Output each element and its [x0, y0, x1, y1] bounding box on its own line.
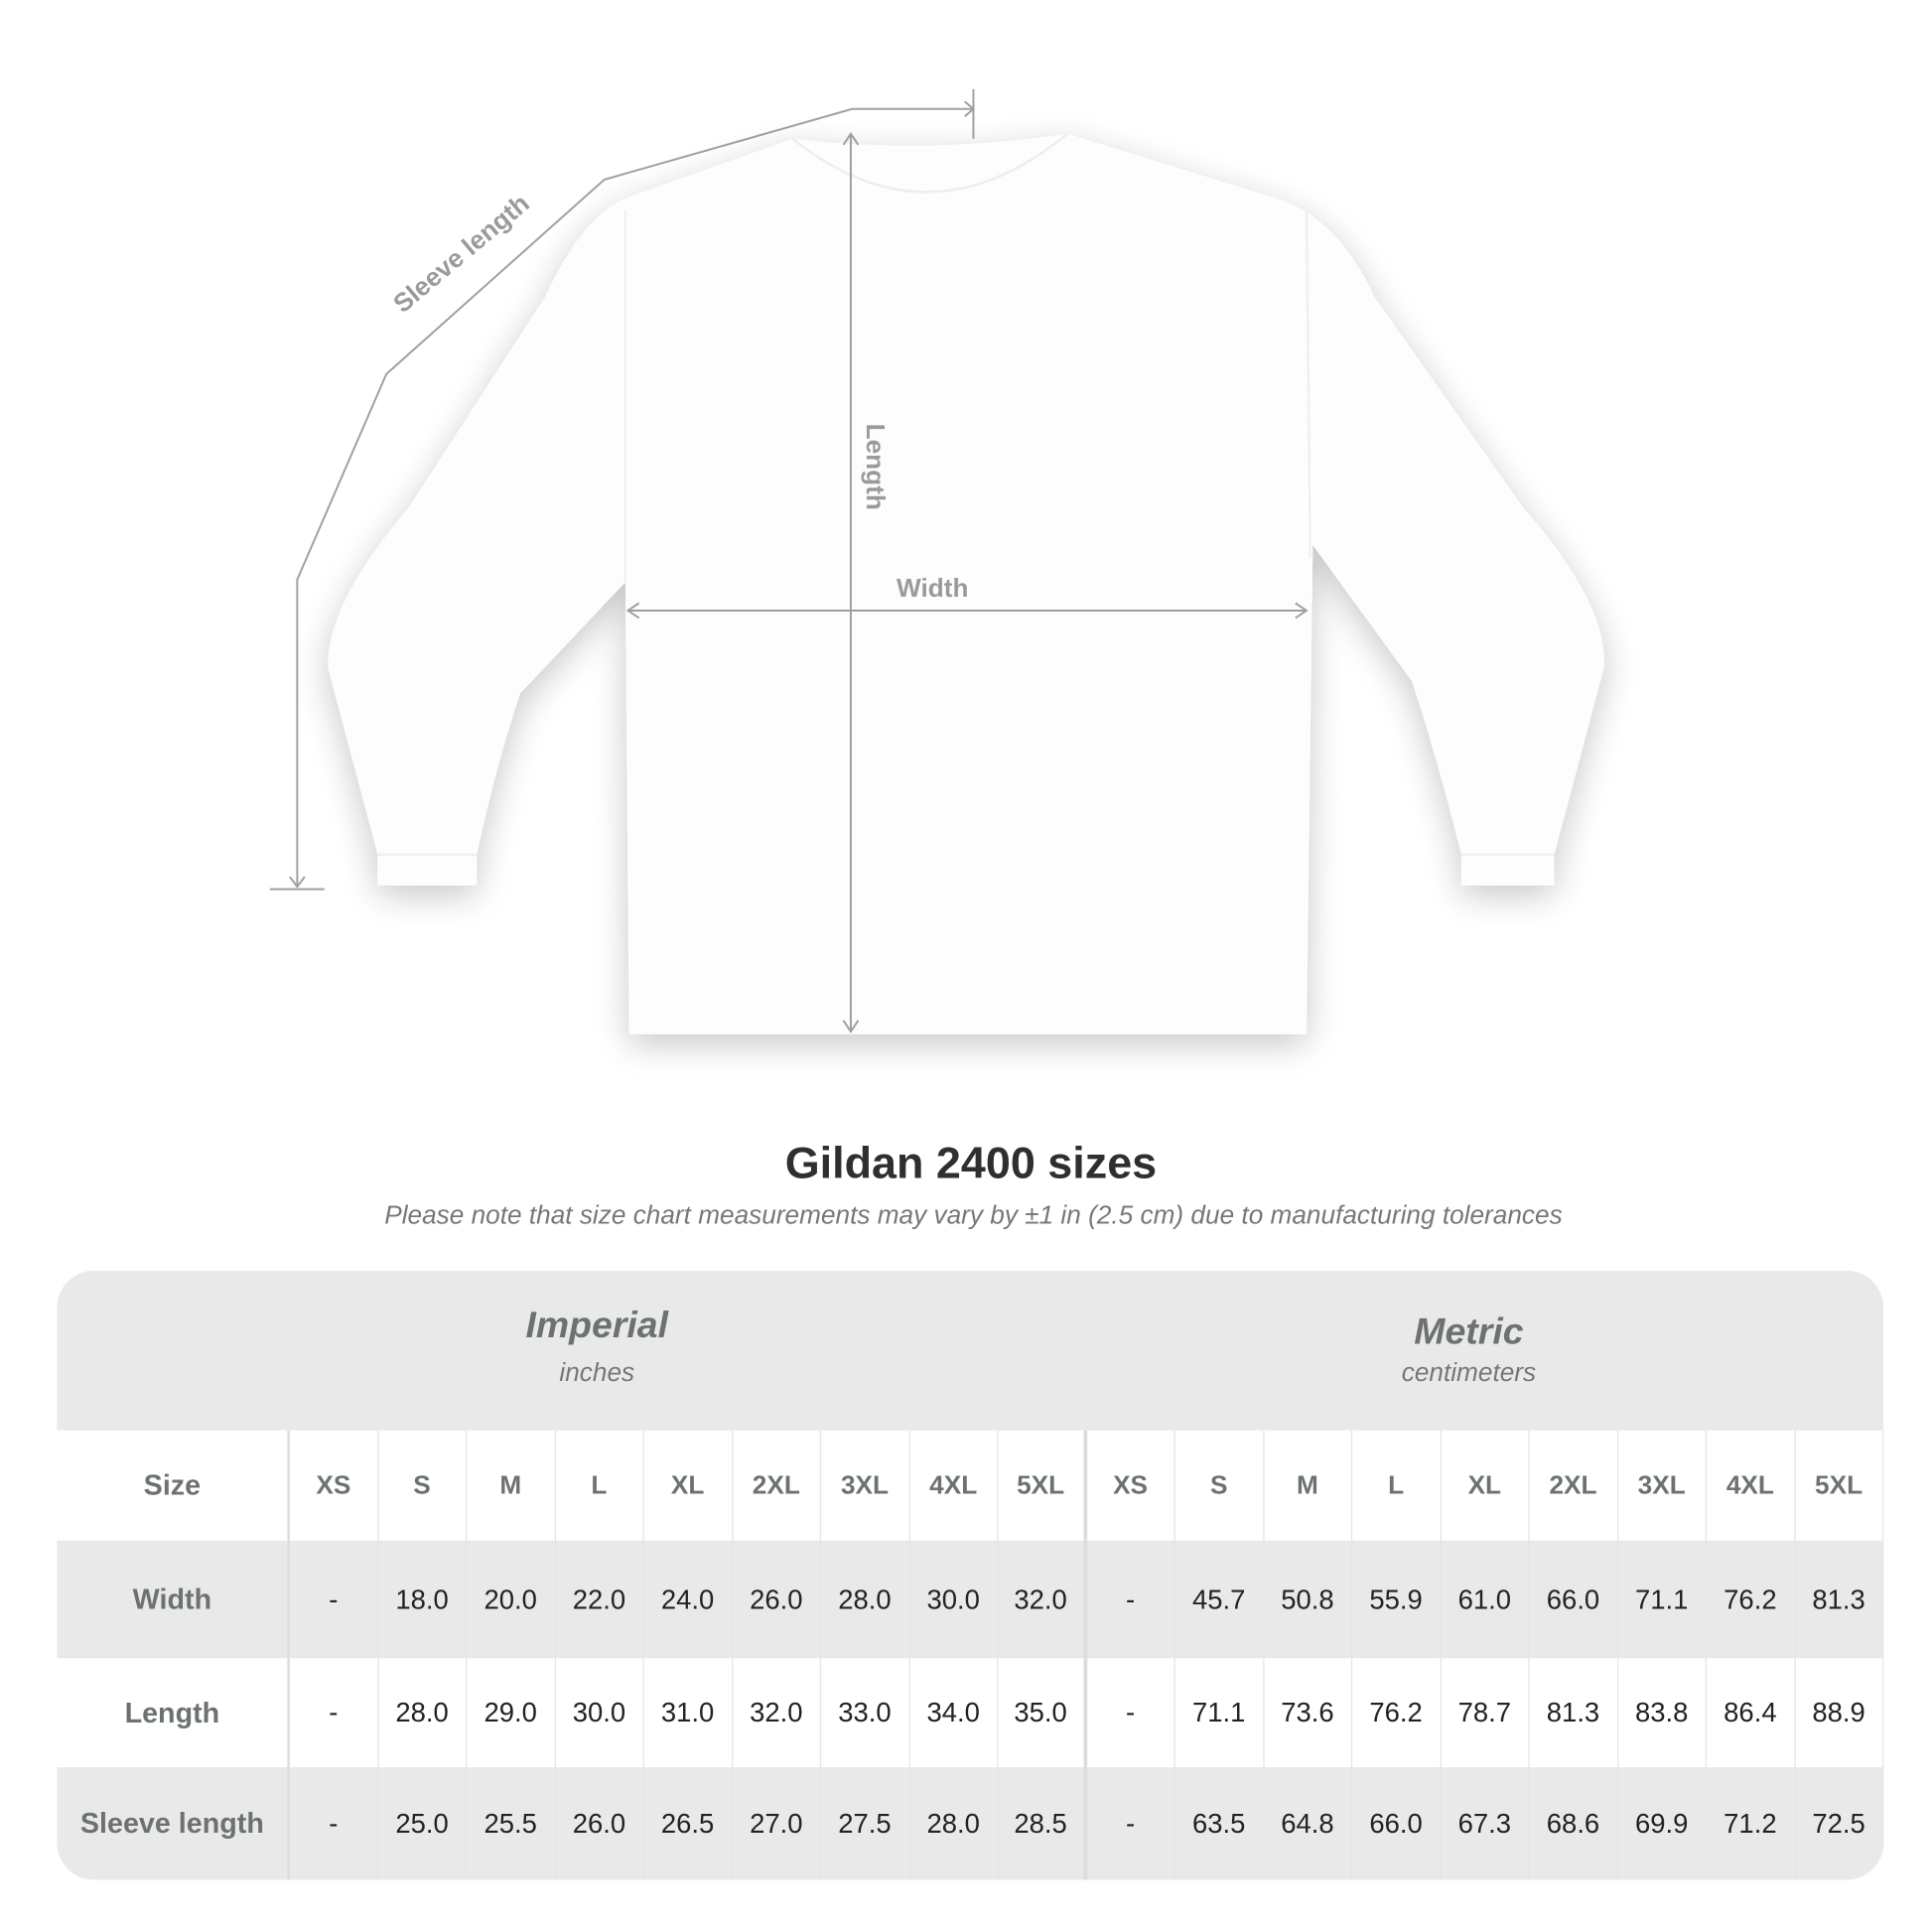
size-header-cell: L [555, 1430, 644, 1541]
size-header-cell: 5XL [1795, 1430, 1884, 1541]
table-cell: 73.6 [1264, 1658, 1353, 1768]
table-cell: - [290, 1658, 379, 1768]
row-label: Sleeve length [57, 1767, 290, 1880]
row-label: Width [57, 1540, 290, 1659]
table-cell: 71.2 [1707, 1767, 1796, 1880]
size-table: Imperial inches Metric centimeters Size … [57, 1270, 1884, 1880]
table-cell: - [1087, 1767, 1175, 1880]
table-cell: 28.0 [378, 1658, 468, 1768]
table-cell: 45.7 [1175, 1540, 1264, 1659]
metric-unit: centimeters [1401, 1358, 1537, 1388]
table-cell: 71.1 [1618, 1540, 1707, 1659]
table-cell: 78.7 [1441, 1658, 1530, 1768]
table-cell: 88.9 [1795, 1658, 1884, 1768]
table-cell: 69.9 [1618, 1767, 1707, 1880]
table-cell: 31.0 [644, 1658, 733, 1768]
table-cell: 26.5 [644, 1767, 733, 1880]
measurement-lines [269, 88, 1309, 1034]
table-cell: 81.3 [1795, 1540, 1884, 1659]
table-cell: 63.5 [1175, 1767, 1264, 1880]
size-header-cell: 3XL [821, 1430, 910, 1541]
table-cell: 86.4 [1707, 1658, 1796, 1768]
size-row: Size XS S M L XL 2XL 3XL 4XL 5XL XS S M L XL 2XL 3XL 4XL… [57, 1430, 1884, 1541]
table-cell: 32.0 [733, 1658, 822, 1768]
table-header: Imperial inches Metric centimeters [57, 1270, 1884, 1431]
size-header-cell: M [1264, 1430, 1353, 1541]
table-cell: 76.2 [1707, 1540, 1796, 1659]
size-header-cell: L [1352, 1430, 1442, 1541]
sleeve-length-label: Sleeve length [387, 188, 535, 319]
size-header-cell: XS [290, 1430, 379, 1541]
table-cell: 29.0 [467, 1658, 556, 1768]
size-header-cell: XL [1441, 1430, 1530, 1541]
page-title: Gildan 2400 sizes [784, 1137, 1158, 1188]
table-cell: 26.0 [555, 1767, 644, 1880]
imperial-heading: Imperial [525, 1305, 669, 1346]
shirt-image [328, 132, 1604, 1035]
tolerance-note: Please note that size chart measurements… [384, 1200, 1563, 1230]
length-label: Length [861, 424, 891, 510]
table-cell: 64.8 [1264, 1767, 1353, 1880]
table-cell: 28.0 [909, 1767, 999, 1880]
table-cell: 33.0 [821, 1658, 910, 1768]
shirt-diagram: Sleeve length Length Width [269, 88, 1604, 1035]
table-row-width: Width -18.0 20.0 22.0 24.0 26.0 28.0 30.0 32.0-4… [57, 1540, 1884, 1659]
table-cell: 83.8 [1618, 1658, 1707, 1768]
size-header-cell: 4XL [909, 1430, 999, 1541]
table-cell: 55.9 [1352, 1540, 1442, 1659]
table-cell: 35.0 [998, 1658, 1087, 1768]
table-cell: 28.5 [998, 1767, 1087, 1880]
size-header-cell: 2XL [1530, 1430, 1618, 1541]
table-cell: 61.0 [1441, 1540, 1530, 1659]
table-row-length: Length -28.0 29.0 30.0 31.0 32.0 33.0 34.0 35.0-… [57, 1658, 1884, 1768]
table-cell: 71.1 [1175, 1658, 1264, 1768]
size-header-cell: 4XL [1707, 1430, 1796, 1541]
table-cell: - [1087, 1540, 1175, 1659]
size-header-cell: XS [1087, 1430, 1175, 1541]
table-cell: 66.0 [1530, 1540, 1618, 1659]
table-cell: 18.0 [378, 1540, 468, 1659]
table-cell: 32.0 [998, 1540, 1087, 1659]
table-cell: 66.0 [1352, 1767, 1442, 1880]
table-cell: - [290, 1767, 379, 1880]
table-cell: 67.3 [1441, 1767, 1530, 1880]
table-row-sleeve-length: Sleeve length -25.0 25.5 26.0 26.5 27.0 27.5 28… [57, 1767, 1884, 1880]
width-label: Width [897, 573, 968, 603]
table-cell: - [290, 1540, 379, 1659]
size-label: Size [57, 1430, 290, 1541]
table-cell: 26.0 [733, 1540, 822, 1659]
table-cell: 27.0 [733, 1767, 822, 1880]
size-header-cell: S [378, 1430, 468, 1541]
table-cell: 81.3 [1530, 1658, 1618, 1768]
size-header-cell: S [1175, 1430, 1264, 1541]
table-cell: 30.0 [555, 1658, 644, 1768]
table-cell: 50.8 [1264, 1540, 1353, 1659]
table-cell: 24.0 [644, 1540, 733, 1659]
table-cell: 28.0 [821, 1540, 910, 1659]
row-label: Length [57, 1658, 290, 1768]
table-cell: 22.0 [555, 1540, 644, 1659]
size-header-cell: 2XL [733, 1430, 822, 1541]
size-header-cell: 3XL [1618, 1430, 1707, 1541]
table-cell: 30.0 [909, 1540, 999, 1659]
table-cell: 34.0 [909, 1658, 999, 1768]
size-header-cell: XL [644, 1430, 733, 1541]
metric-heading: Metric [1414, 1311, 1524, 1353]
table-cell: 25.5 [467, 1767, 556, 1880]
table-cell: 27.5 [821, 1767, 910, 1880]
table-cell: 72.5 [1795, 1767, 1884, 1880]
table-cell: 68.6 [1530, 1767, 1618, 1880]
imperial-unit: inches [559, 1358, 635, 1388]
table-cell: - [1087, 1658, 1175, 1768]
table-cell: 25.0 [378, 1767, 468, 1880]
table-cell: 76.2 [1352, 1658, 1442, 1768]
size-header-cell: 5XL [998, 1430, 1087, 1541]
size-header-cell: M [467, 1430, 556, 1541]
table-cell: 20.0 [467, 1540, 556, 1659]
